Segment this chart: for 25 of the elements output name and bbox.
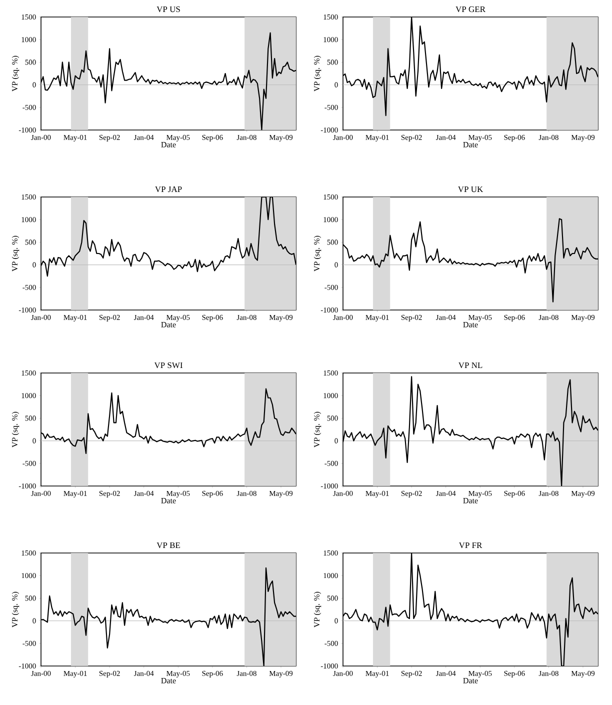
y-axis-title: VP (sq. %): [12, 56, 20, 92]
chart-title: VP FR: [458, 542, 482, 548]
chart-title: VP BE: [156, 542, 180, 548]
y-axis-title: VP (sq. %): [12, 592, 20, 628]
x-axis-title: Date: [463, 142, 478, 148]
y-axis-title: VP (sq. %): [314, 592, 322, 628]
y-axis-title: VP (sq. %): [12, 236, 20, 272]
x-axis-title: Date: [161, 678, 176, 684]
x-axis-title: Date: [161, 498, 176, 504]
y-axis-title: VP (sq. %): [314, 56, 322, 92]
chart-title: VP GER: [456, 6, 486, 12]
x-axis-title: Date: [161, 322, 176, 328]
chart-title: VP US: [156, 6, 180, 12]
chart-title: VP JAP: [155, 186, 182, 192]
chart-title: VP SWI: [154, 362, 182, 368]
x-axis-title: Date: [463, 498, 478, 504]
line-series: [342, 553, 598, 666]
chart-title: VP NL: [458, 362, 482, 368]
x-axis-title: Date: [463, 678, 478, 684]
x-axis-title: Date: [463, 322, 478, 328]
y-axis-title: VP (sq. %): [314, 412, 322, 448]
chart-title: VP UK: [458, 186, 484, 192]
y-axis-title: VP (sq. %): [314, 236, 322, 272]
y-axis-title: VP (sq. %): [12, 412, 20, 448]
x-axis-title: Date: [161, 142, 176, 148]
